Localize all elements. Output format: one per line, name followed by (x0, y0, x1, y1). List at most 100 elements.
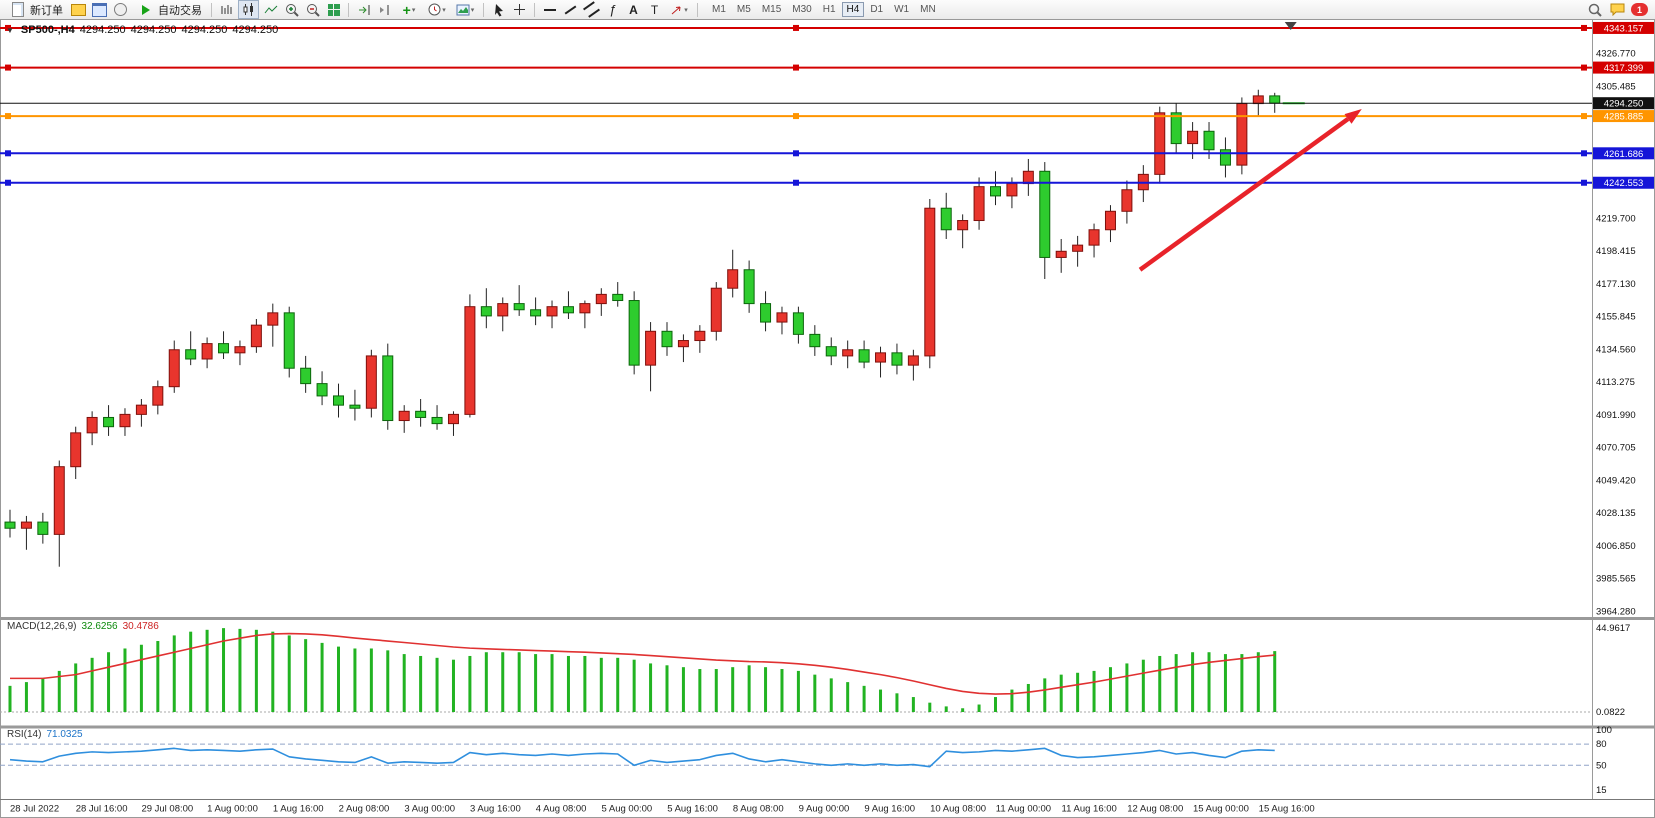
svg-text:4219.700: 4219.700 (1596, 213, 1636, 224)
rsi-label: RSI(14) 71.0325 (7, 729, 83, 740)
auto-trading-button[interactable]: 自动交易 (132, 1, 206, 18)
svg-text:4070.705: 4070.705 (1596, 443, 1636, 454)
svg-text:5 Aug 00:00: 5 Aug 00:00 (601, 804, 652, 815)
chevron-down-icon: ▾ (411, 6, 416, 14)
line-handle[interactable] (5, 179, 11, 186)
timeframe-MN[interactable]: MN (915, 2, 941, 17)
one-click-trading-toggle[interactable]: ▼ (6, 25, 14, 35)
chart-title: ▼ SP500-,H4 4294.250 4294.250 4294.250 4… (6, 24, 278, 36)
toolbar-separator (697, 2, 698, 17)
svg-text:4343.157: 4343.157 (1604, 23, 1644, 34)
timeframe-M30[interactable]: M30 (787, 2, 816, 17)
chat-button[interactable] (1608, 1, 1627, 18)
line-handle[interactable] (793, 64, 799, 71)
svg-text:4317.399: 4317.399 (1604, 63, 1644, 74)
line-handle[interactable] (5, 113, 11, 120)
horizontal-level-line[interactable] (0, 113, 1592, 120)
line-handle[interactable] (5, 150, 11, 157)
line-handle[interactable] (1581, 179, 1587, 186)
svg-text:15 Aug 00:00: 15 Aug 00:00 (1193, 804, 1249, 815)
macd-label: MACD(12,26,9) 32.6256 30.4786 (7, 621, 159, 632)
line-handle[interactable] (1581, 150, 1587, 157)
line-handle[interactable] (793, 113, 799, 120)
text-button[interactable]: A (629, 2, 638, 17)
trend-arrow[interactable] (1138, 108, 1362, 272)
crosshair-button[interactable] (510, 1, 529, 18)
svg-text:15: 15 (1596, 785, 1607, 796)
horizontal-level-line[interactable] (0, 150, 1592, 157)
timeframe-M1[interactable]: M1 (707, 2, 731, 17)
svg-text:2 Aug 08:00: 2 Aug 08:00 (339, 804, 390, 815)
indicators-button[interactable]: + ▾ (402, 1, 416, 18)
rsi-name: RSI(14) (7, 729, 42, 740)
trendline-button[interactable] (561, 1, 580, 18)
toolbar-separator (348, 2, 349, 17)
candlestick-chart-button[interactable] (238, 0, 259, 19)
data-window-icon[interactable] (90, 1, 109, 18)
tile-windows-button[interactable] (324, 1, 343, 18)
arrows-button[interactable]: ▾ (666, 1, 692, 18)
zoom-out-button[interactable] (303, 1, 322, 18)
open-value: 4294.250 (79, 24, 126, 36)
chart-area[interactable]: 4326.770 4305.485 4219.700 4198.415 4177.130… (0, 19, 1655, 818)
auto-scroll-button[interactable] (354, 1, 373, 18)
svg-text:4294.250: 4294.250 (1604, 99, 1644, 110)
fibonacci-button[interactable]: ƒ (608, 2, 617, 17)
navigator-icon[interactable] (111, 1, 130, 18)
svg-text:5 Aug 16:00: 5 Aug 16:00 (667, 804, 718, 815)
timeframe-H1[interactable]: H1 (818, 2, 841, 17)
notification-badge[interactable]: 1 (1631, 3, 1648, 16)
timeframe-D1[interactable]: D1 (865, 2, 888, 17)
line-chart-button[interactable] (261, 1, 280, 18)
market-watch-icon[interactable] (69, 1, 88, 18)
price-scale-labels[interactable]: 4326.770 4305.485 4219.700 4198.415 4177.130… (1596, 49, 1636, 618)
svg-text:9 Aug 00:00: 9 Aug 00:00 (799, 804, 850, 815)
svg-text:1 Aug 00:00: 1 Aug 00:00 (207, 804, 258, 815)
rsi-value: 71.0325 (46, 729, 83, 740)
chart-shift-marker[interactable] (1284, 22, 1297, 30)
svg-text:4028.135: 4028.135 (1596, 508, 1636, 519)
macd-panel: 44.9617 0.0822 (0, 623, 1630, 718)
timeframe-W1[interactable]: W1 (889, 2, 914, 17)
time-axis-labels[interactable]: 28 Jul 2022 28 Jul 16:00 29 Jul 08:00 1 Aug… (10, 804, 1315, 815)
svg-text:4 Aug 08:00: 4 Aug 08:00 (536, 804, 587, 815)
new-order-button[interactable]: 新订单 (4, 1, 67, 18)
svg-text:10 Aug 08:00: 10 Aug 08:00 (930, 804, 986, 815)
timeframe-H4[interactable]: H4 (841, 2, 865, 17)
horizontal-level-line[interactable] (0, 64, 1592, 71)
periods-button[interactable]: ▾ (424, 1, 450, 18)
line-handle[interactable] (793, 179, 799, 186)
timeframe-M5[interactable]: M5 (732, 2, 756, 17)
channel-button[interactable] (582, 1, 601, 18)
line-handle[interactable] (1581, 64, 1587, 71)
svg-text:9 Aug 16:00: 9 Aug 16:00 (864, 804, 915, 815)
horizontal-level-line[interactable] (0, 179, 1592, 186)
svg-text:4113.275: 4113.275 (1596, 377, 1635, 388)
svg-text:11 Aug 16:00: 11 Aug 16:00 (1062, 804, 1117, 815)
templates-button[interactable]: ▾ (452, 1, 478, 18)
toolbar: 新订单 自动交易 + ▾ ▾ ▾ (0, 0, 1655, 20)
svg-text:100: 100 (1596, 725, 1612, 736)
svg-text:4261.686: 4261.686 (1604, 149, 1644, 160)
text-label-button[interactable]: T (650, 2, 659, 17)
timeframe-M15[interactable]: M15 (757, 2, 786, 17)
line-handle[interactable] (1581, 113, 1587, 120)
line-handle[interactable] (5, 24, 11, 31)
svg-text:4091.990: 4091.990 (1596, 410, 1636, 421)
new-order-icon (8, 1, 27, 18)
line-handle[interactable] (793, 150, 799, 157)
chart-shift-button[interactable] (375, 1, 394, 18)
line-handle[interactable] (5, 64, 11, 71)
line-handle[interactable] (1581, 24, 1587, 31)
line-handle[interactable] (793, 24, 799, 31)
svg-text:4285.885: 4285.885 (1604, 112, 1644, 123)
price-badges: 4343.157 4317.399 4294.250 4285.885 4261.686… (1593, 21, 1654, 189)
search-button[interactable] (1585, 1, 1604, 18)
zoom-in-button[interactable] (282, 1, 301, 18)
close-value: 4294.250 (232, 24, 279, 36)
cursor-button[interactable] (489, 1, 508, 18)
horizontal-level-line[interactable] (0, 24, 1592, 31)
bar-chart-button[interactable] (217, 1, 236, 18)
chart-canvas[interactable]: 4326.770 4305.485 4219.700 4198.415 4177.130… (0, 19, 1655, 818)
horizontal-line-button[interactable] (540, 1, 559, 18)
